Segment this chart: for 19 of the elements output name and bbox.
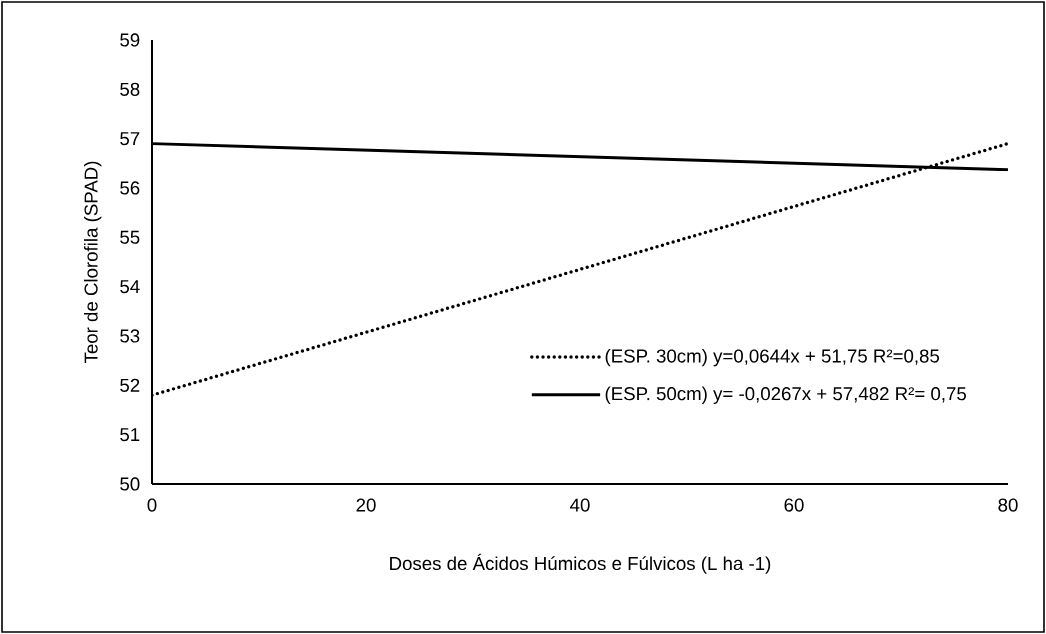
y-tick-label: 53 <box>120 329 140 343</box>
y-tick-label: 57 <box>120 132 140 146</box>
x-tick-label: 20 <box>356 498 376 512</box>
y-tick-label: 59 <box>120 33 140 47</box>
x-tick-label: 40 <box>570 498 590 512</box>
y-tick-label: 56 <box>120 181 140 195</box>
y-tick-label: 54 <box>120 280 140 294</box>
x-tick-label: 60 <box>784 498 804 512</box>
x-tick-label: 80 <box>998 498 1018 512</box>
legend-label: (ESP. 50cm) y= -0,0267x + 57,482 R²= 0,75 <box>605 386 966 404</box>
y-tick-label: 50 <box>120 477 140 491</box>
x-tick-label: 0 <box>147 498 157 512</box>
y-tick-label: 58 <box>120 82 140 96</box>
x-axis-title: Doses de Ácidos Húmicos e Fúlvicos (L ha -1) <box>390 553 771 574</box>
y-tick-label: 52 <box>120 378 140 392</box>
y-axis-title: Teor de Clorofila (SPAD) <box>83 161 102 364</box>
y-tick-label: 51 <box>120 428 140 442</box>
legend-label: (ESP. 30cm) y=0,0644x + 51,75 R²=0,85 <box>605 348 940 367</box>
y-tick-label: 55 <box>120 230 140 244</box>
